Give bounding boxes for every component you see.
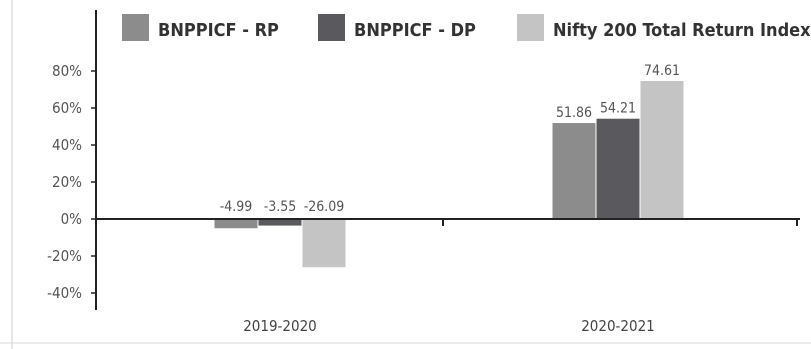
x-axis: 2019-2020 2020-2021 bbox=[96, 218, 800, 335]
legend-label: Nifty 200 Total Return Index bbox=[553, 20, 811, 41]
y-tick-label: -20% bbox=[47, 247, 82, 265]
x-category-label: 2019-2020 bbox=[243, 317, 317, 335]
x-category-label: 2020-2021 bbox=[581, 317, 655, 335]
bar bbox=[596, 118, 640, 219]
data-label: 51.86 bbox=[556, 105, 592, 121]
y-tick-label: -40% bbox=[47, 284, 82, 302]
legend-item: BNPPICF - DP bbox=[318, 14, 476, 41]
bar bbox=[214, 219, 258, 229]
legend-swatch bbox=[517, 14, 544, 41]
data-label: 54.21 bbox=[600, 101, 636, 117]
legend-swatch bbox=[318, 14, 345, 41]
y-tick-label: 40% bbox=[52, 136, 82, 154]
bars: -4.99 -3.55 -26.09 51.86 54.21 74.61 bbox=[214, 63, 684, 268]
legend-item: BNPPICF - RP bbox=[122, 14, 279, 41]
y-tick-label: 0% bbox=[61, 210, 83, 228]
bar bbox=[302, 219, 346, 268]
legend: BNPPICF - RP BNPPICF - DP Nifty 200 Total … bbox=[122, 14, 811, 41]
y-tick-label: 80% bbox=[52, 62, 82, 80]
y-axis: -40% -20% 0% 20% 40% 60% 80% bbox=[47, 10, 97, 310]
legend-label: BNPPICF - DP bbox=[354, 20, 476, 41]
data-label: -4.99 bbox=[220, 199, 253, 215]
bar bbox=[552, 123, 596, 219]
legend-item: Nifty 200 Total Return Index bbox=[517, 14, 811, 41]
data-label: -26.09 bbox=[304, 199, 345, 215]
data-label: 74.61 bbox=[644, 63, 680, 79]
legend-label: BNPPICF - RP bbox=[158, 20, 279, 41]
y-tick-label: 20% bbox=[52, 173, 82, 191]
y-tick-label: 60% bbox=[52, 99, 82, 117]
bar bbox=[640, 80, 684, 219]
bar bbox=[258, 219, 302, 226]
data-label: -3.55 bbox=[264, 199, 297, 215]
legend-swatch bbox=[122, 14, 149, 41]
